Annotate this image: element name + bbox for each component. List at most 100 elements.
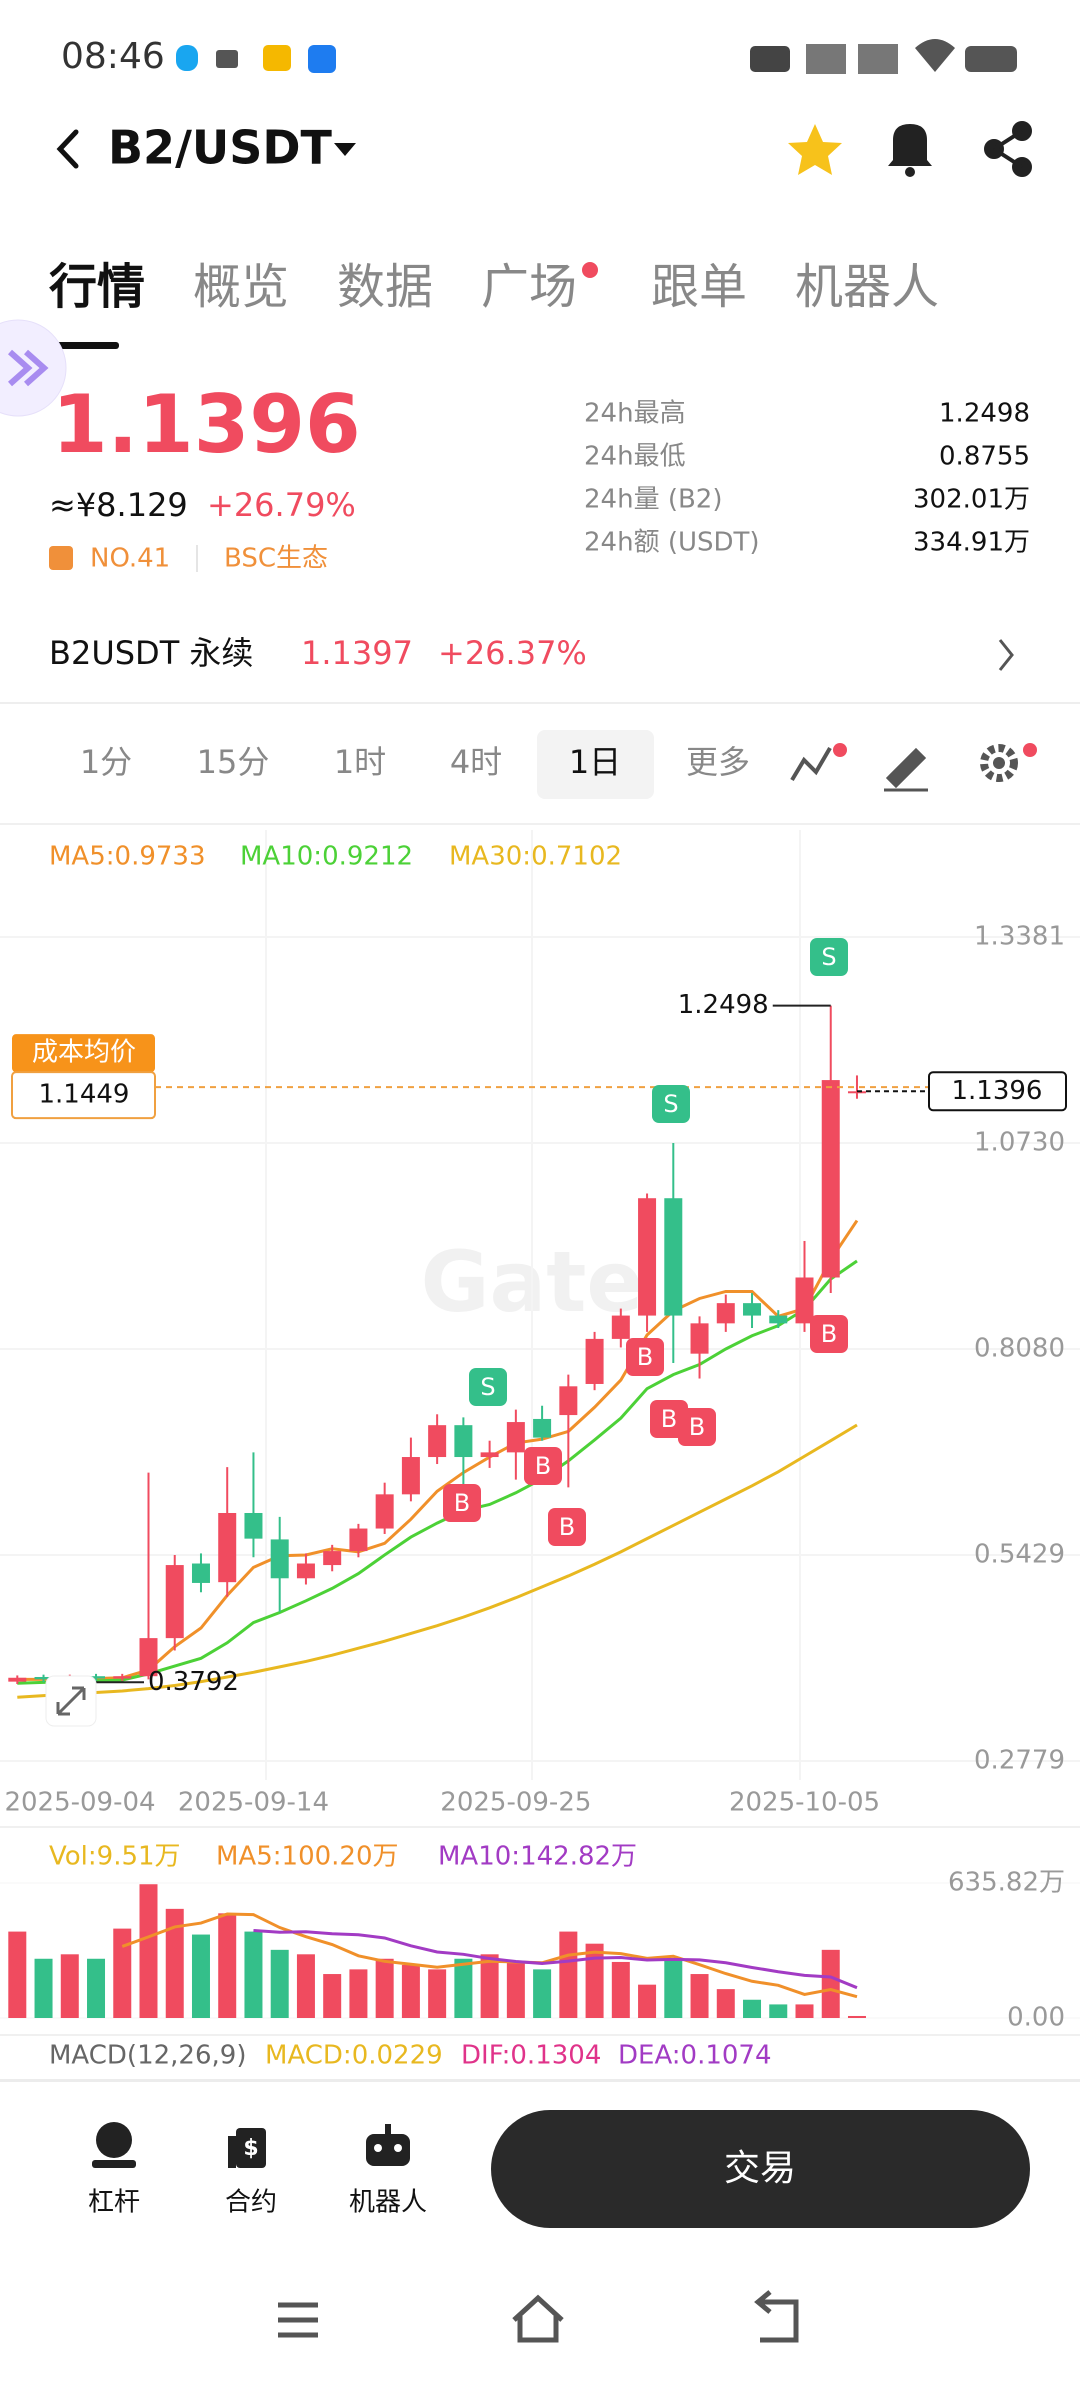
candle-body — [769, 1315, 788, 1324]
ma-legend: MA10:0.9212 — [240, 842, 413, 872]
volume-bar — [401, 1964, 420, 2018]
low-label: 0.3792 — [148, 1667, 239, 1697]
candle-body — [8, 1677, 27, 1682]
robot-icon — [394, 2144, 402, 2152]
bottom-shadow — [0, 2079, 1080, 2082]
candle-body — [611, 1315, 630, 1339]
nav-home[interactable] — [512, 2294, 564, 2343]
trade-marker[interactable] — [810, 938, 848, 976]
badge-dot — [833, 743, 847, 757]
robot-icon[interactable] — [366, 2124, 410, 2166]
status-icon — [263, 45, 291, 71]
cny-price: ≈¥8.129 — [49, 486, 188, 524]
trade-marker[interactable] — [524, 1447, 562, 1485]
volume-chart: Vol:9.51万 MA5:100.20万 MA10:142.82万 635.82万 0… — [0, 1842, 1080, 2033]
cost-value: 1.1449 — [39, 1080, 130, 1110]
stat-value: 302.01万 — [913, 485, 1030, 515]
nav-menu[interactable] — [278, 2302, 318, 2338]
trade-marker[interactable] — [548, 1508, 586, 1546]
high-label: 1.2498 — [678, 990, 769, 1020]
status-icon — [806, 44, 846, 74]
candle-body — [349, 1528, 368, 1552]
volume-bar — [113, 1928, 132, 2018]
perp-price: 1.1397 — [301, 634, 413, 672]
stat-label: 24h最低 — [584, 442, 686, 472]
nav-label[interactable]: 杠杆 — [88, 2188, 140, 2218]
volume-bar — [769, 2004, 788, 2018]
tab[interactable]: 跟单 — [651, 259, 747, 315]
bottom-nav: 杠杆 合约 机器人 — [88, 2188, 427, 2218]
chevron[interactable] — [998, 639, 1014, 671]
y-tick-label: 1.3381 — [974, 922, 1065, 952]
trade-button-label[interactable]: 交易 — [724, 2148, 796, 2189]
candle-body — [533, 1418, 552, 1438]
volume-bar — [821, 1949, 840, 2018]
candle-body — [664, 1198, 683, 1316]
status-icon — [858, 44, 898, 74]
pair-dropdown[interactable] — [334, 143, 356, 156]
favorite-star[interactable] — [788, 124, 842, 175]
interval[interactable]: 4时 — [450, 743, 502, 781]
tab[interactable]: 行情 — [49, 259, 145, 315]
perp-name[interactable]: B2USDT 永续 — [49, 634, 253, 672]
back-button[interactable] — [56, 129, 79, 169]
nav-label[interactable]: 机器人 — [349, 2188, 427, 2218]
tab[interactable]: 概览 — [193, 259, 289, 315]
candle-body — [638, 1198, 657, 1316]
settings-icon[interactable] — [980, 744, 1018, 782]
draw-icon[interactable] — [884, 747, 928, 792]
share-button[interactable] — [984, 121, 1032, 177]
trade-marker-label: B — [454, 1489, 470, 1517]
nav-back[interactable] — [754, 2290, 799, 2343]
volume-bar — [454, 1958, 473, 2018]
battery-icon — [965, 46, 1017, 72]
vol-ma-line — [121, 1912, 858, 1999]
wifi-icon — [915, 39, 955, 72]
y-tick-label: 1.0730 — [974, 1128, 1065, 1158]
vol-ma-line — [253, 1929, 858, 1990]
trade-marker[interactable] — [626, 1338, 664, 1376]
y-tick-label: 635.82万 — [948, 1868, 1065, 1898]
trade-marker[interactable] — [810, 1315, 848, 1353]
trade-marker[interactable] — [678, 1408, 716, 1446]
tab-underline — [49, 342, 119, 349]
trade-marker[interactable] — [443, 1484, 481, 1522]
interval[interactable]: 1时 — [334, 743, 386, 781]
interval[interactable]: 更多 — [686, 743, 750, 781]
trade-marker[interactable] — [652, 1085, 690, 1123]
indicator-icon[interactable] — [790, 746, 832, 782]
alert-bell[interactable] — [888, 124, 932, 166]
candle-body — [585, 1338, 604, 1384]
pair-title[interactable]: B2/USDT — [108, 121, 333, 175]
tab[interactable]: 机器人 — [795, 259, 939, 315]
volume-bar — [533, 1969, 552, 2018]
volume-bar — [428, 1969, 447, 2018]
divider — [0, 823, 1080, 825]
y-tick-label: 0.8080 — [974, 1334, 1065, 1364]
nav-label[interactable]: 合约 — [225, 2188, 277, 2218]
status-icon — [750, 46, 790, 72]
candle-body — [401, 1457, 420, 1495]
interval[interactable]: 1分 — [80, 743, 132, 781]
trade-marker[interactable] — [469, 1368, 507, 1406]
y-tick-label: 0.2779 — [974, 1746, 1065, 1776]
alert-bell — [905, 167, 915, 177]
candle-body — [716, 1303, 735, 1324]
x-tick-label: 2025-09-14 — [178, 1788, 329, 1818]
vol-legend: Vol:9.51万 — [49, 1842, 181, 1872]
leverage-icon[interactable] — [92, 2122, 136, 2168]
interval[interactable]: 15分 — [197, 743, 270, 781]
last-price-label: 1.1396 — [952, 1076, 1043, 1106]
tab[interactable]: 数据 — [337, 259, 433, 315]
trade-button[interactable] — [491, 2110, 1030, 2228]
stat-value: 0.8755 — [939, 442, 1030, 472]
candle-body — [454, 1425, 473, 1458]
floating-button[interactable] — [0, 319, 67, 417]
tab[interactable]: 广场 — [481, 259, 577, 315]
ma-legend: MA30:0.7102 — [449, 842, 622, 872]
contract-icon[interactable] — [228, 2128, 266, 2168]
ecosystem-tag[interactable]: BSC生态 — [224, 544, 328, 574]
status-icon — [308, 45, 336, 73]
interval[interactable]: 1日 — [569, 743, 621, 781]
volume-bar — [270, 1949, 289, 2018]
